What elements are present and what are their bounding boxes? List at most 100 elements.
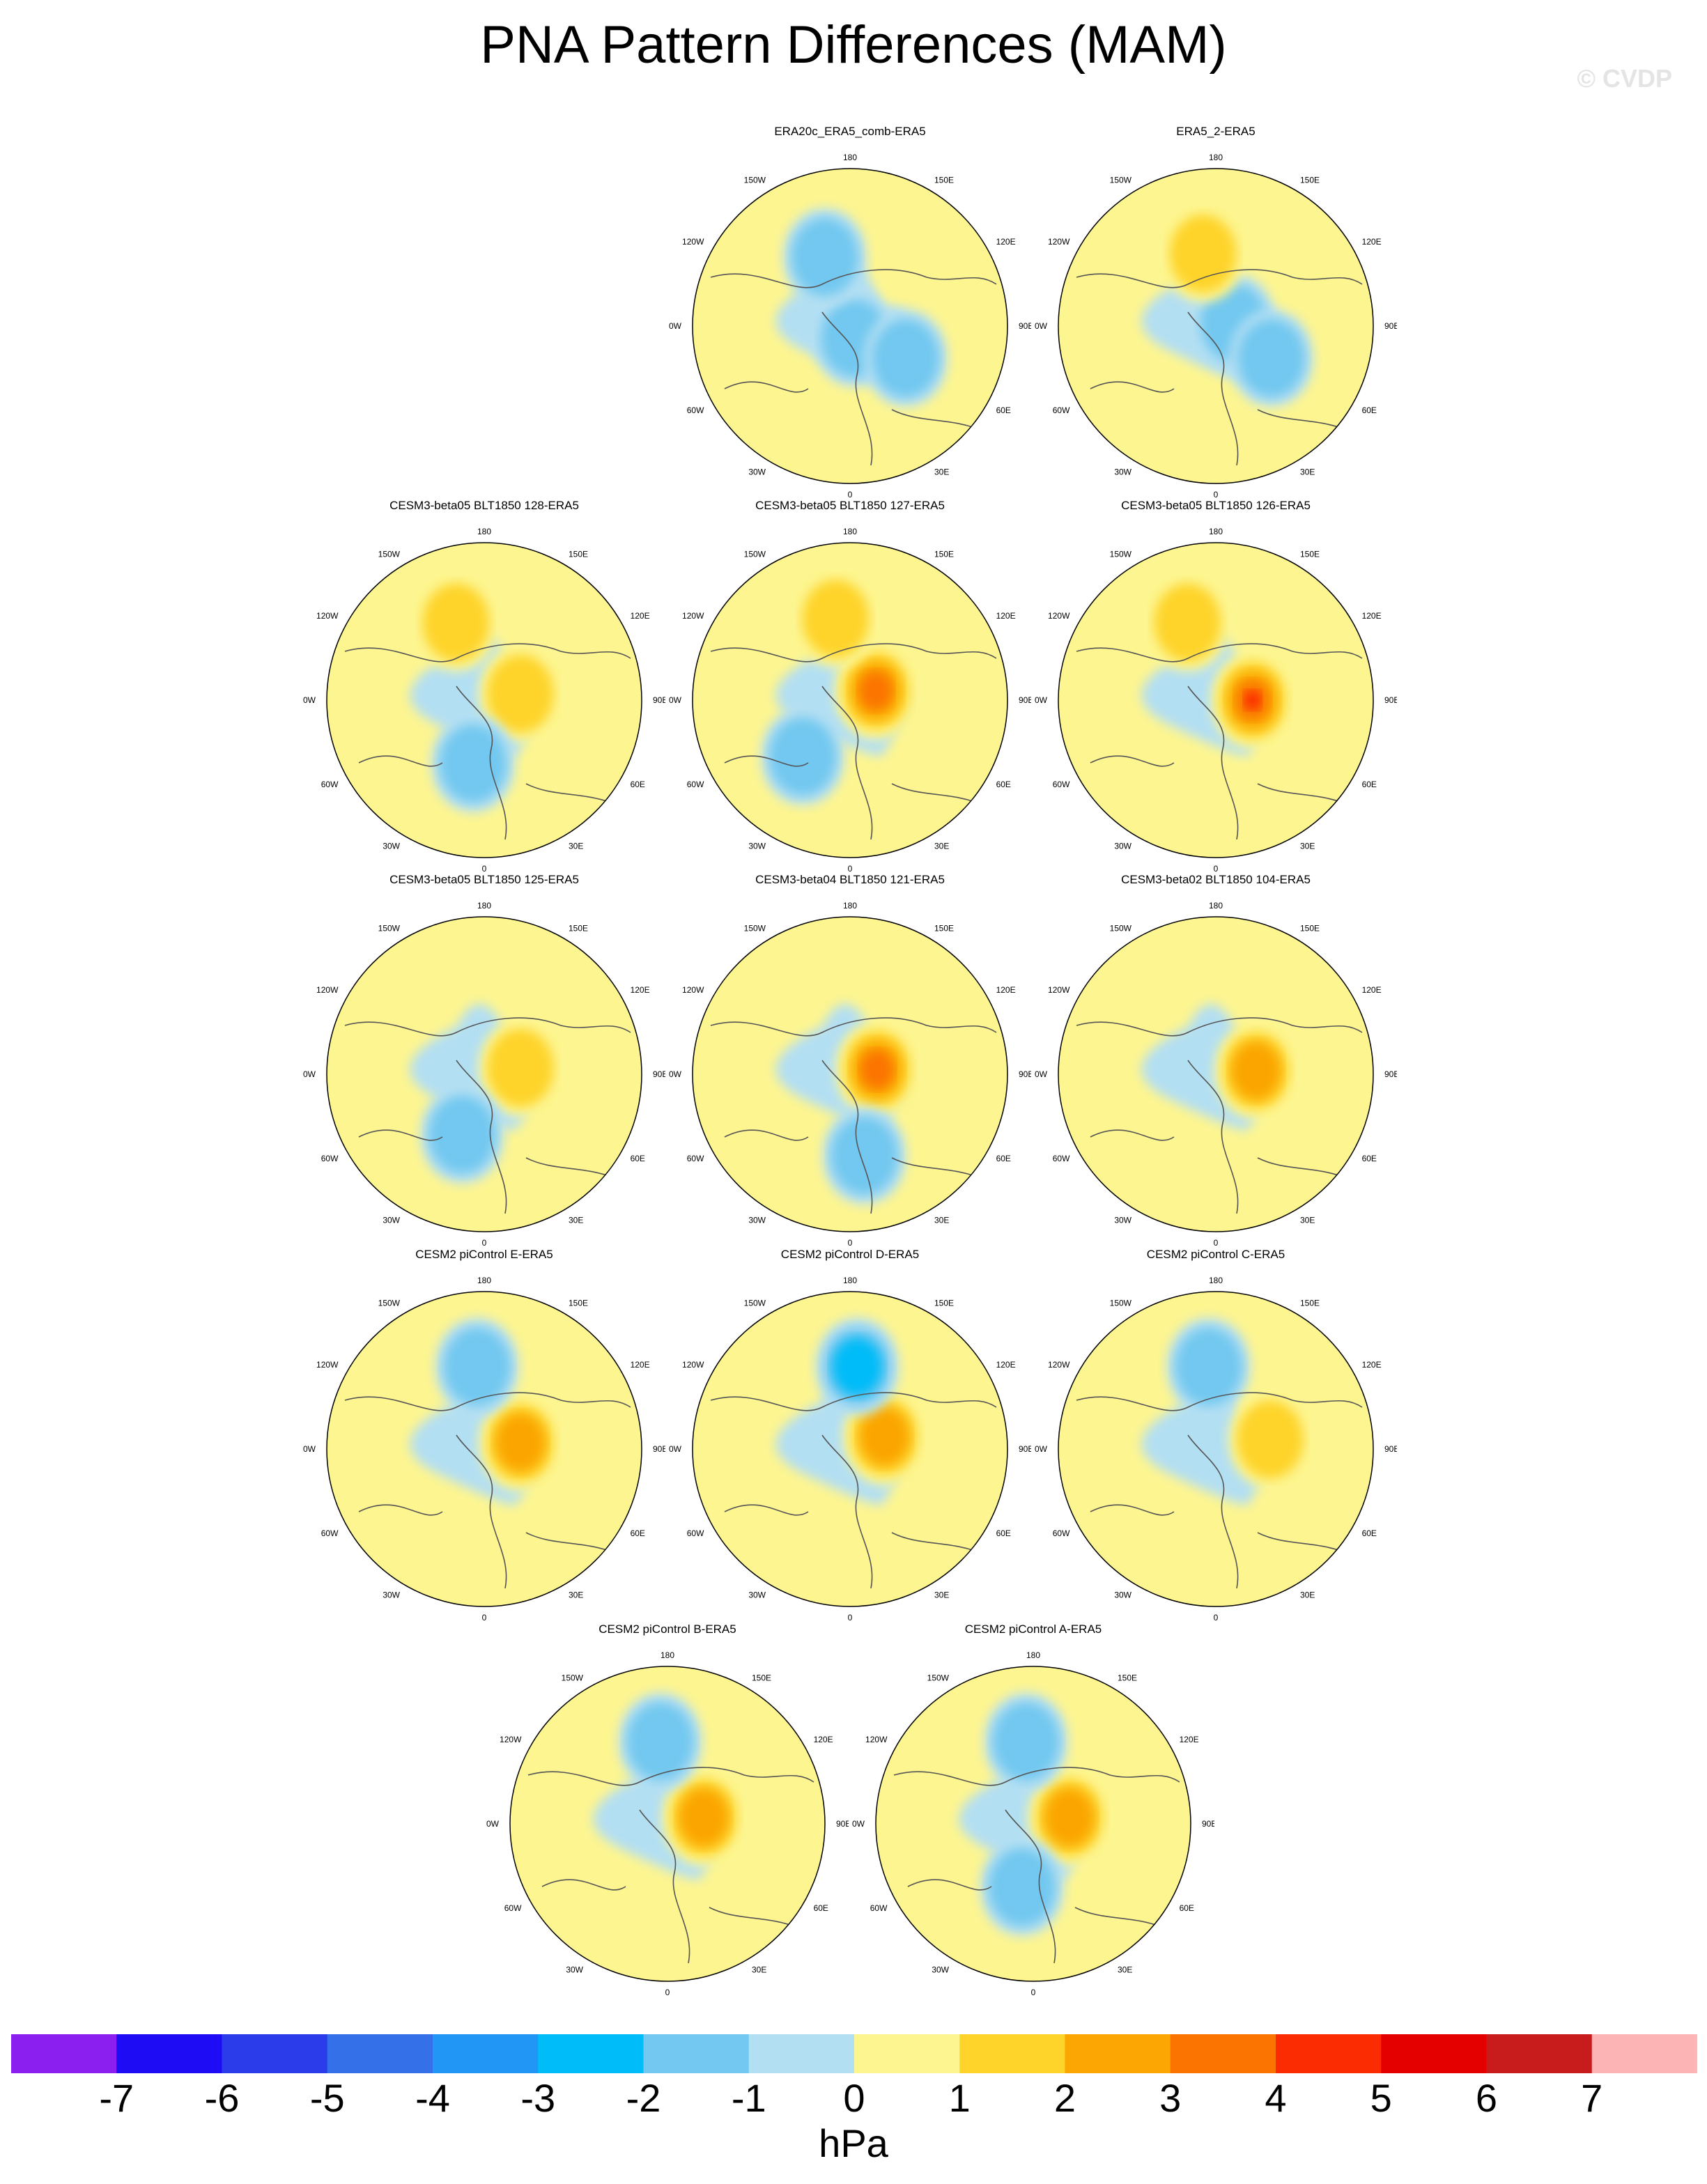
colorbar-swatch bbox=[854, 2034, 960, 2073]
longitude-label: 60W bbox=[1053, 1528, 1070, 1538]
longitude-label: 180 bbox=[477, 901, 491, 911]
coastlines bbox=[344, 643, 631, 840]
map-panel: CESM3-beta05 BLT1850 127-ERA5 180 150E 120E… bbox=[669, 498, 1031, 874]
colorbar-tick-label: -3 bbox=[520, 2076, 556, 2120]
longitude-label: 120E bbox=[631, 1360, 650, 1370]
longitude-label: 180 bbox=[843, 527, 857, 536]
longitude-label: 60W bbox=[687, 780, 704, 789]
anomaly-contour bbox=[439, 724, 507, 803]
map-border bbox=[1058, 1291, 1374, 1607]
map-border bbox=[1058, 916, 1374, 1232]
longitude-label: 150W bbox=[1110, 175, 1132, 185]
longitude-label: 90E bbox=[1384, 695, 1397, 705]
polar-map: 180 150E 120E 90E 60E 30E 0 30W 60W 90W 120W 150W bbox=[1035, 1276, 1397, 1622]
longitude-label: 30W bbox=[748, 467, 766, 477]
longitude-label: 90W bbox=[669, 1444, 682, 1454]
anomaly-contour bbox=[802, 580, 870, 658]
longitude-label: 90W bbox=[1035, 1069, 1048, 1079]
colorbar-tick-label: 7 bbox=[1581, 2076, 1603, 2120]
polar-map: 180 150E 120E 90E 60E 30E 0 30W 60W 90W 120W 150W bbox=[303, 1276, 665, 1622]
panel-title: CESM2 piControl B-ERA5 bbox=[598, 1622, 736, 1636]
longitude-label: 30E bbox=[569, 1216, 583, 1225]
longitude-label: 150E bbox=[569, 549, 588, 559]
longitude-label: 120W bbox=[316, 611, 339, 621]
longitude-label: 180 bbox=[1209, 153, 1223, 162]
longitude-label: 150W bbox=[744, 175, 766, 185]
anomaly-contour bbox=[791, 217, 858, 296]
longitude-label: 120W bbox=[1048, 611, 1070, 621]
longitude-label: 0 bbox=[1214, 1238, 1219, 1247]
longitude-label: 150E bbox=[1300, 175, 1320, 185]
colorbar-swatch bbox=[1170, 2034, 1276, 2073]
longitude-label: 120E bbox=[814, 1735, 833, 1744]
anomaly-contour bbox=[1154, 583, 1221, 662]
colorbar-tick-label: 0 bbox=[843, 2076, 865, 2120]
colorbar-swatch bbox=[959, 2034, 1065, 2073]
longitude-label: 60E bbox=[996, 1528, 1011, 1538]
longitude-label: 0 bbox=[482, 1238, 487, 1247]
longitude-label: 120W bbox=[1048, 1360, 1070, 1370]
longitude-label: 150W bbox=[1110, 1298, 1132, 1308]
map-border bbox=[326, 1291, 642, 1607]
longitude-label: 120E bbox=[1362, 237, 1382, 247]
colorbar-tick-label: 1 bbox=[948, 2076, 971, 2120]
longitude-label: 30W bbox=[748, 842, 766, 851]
longitude-label: 120W bbox=[316, 1360, 339, 1370]
longitude-label: 30E bbox=[1300, 1590, 1315, 1600]
longitude-label: 90W bbox=[669, 695, 682, 705]
longitude-label: 90W bbox=[303, 1069, 316, 1079]
anomaly-contour bbox=[443, 1327, 511, 1406]
longitude-label: 0 bbox=[848, 490, 853, 499]
anomaly-contour bbox=[992, 1702, 1060, 1781]
colorbar-tick-label: 3 bbox=[1159, 2076, 1182, 2120]
longitude-label: 30E bbox=[1118, 1965, 1132, 1975]
longitude-label: 0 bbox=[1214, 1613, 1219, 1622]
longitude-label: 120W bbox=[682, 985, 704, 995]
longitude-label: 90W bbox=[486, 1819, 500, 1829]
longitude-label: 90E bbox=[1384, 321, 1397, 331]
map-panel: CESM3-beta05 BLT1850 128-ERA5 180 150E 120E… bbox=[303, 498, 665, 874]
panel-title: CESM3-beta05 BLT1850 128-ERA5 bbox=[389, 499, 579, 512]
panel-title: CESM2 piControl C-ERA5 bbox=[1146, 1248, 1285, 1261]
longitude-label: 150W bbox=[744, 1298, 766, 1308]
longitude-label: 120W bbox=[682, 237, 704, 247]
anomaly-contour bbox=[1169, 215, 1237, 293]
polar-map: 180 150E 120E 90E 60E 30E 0 30W 60W 90W 120W 150W bbox=[303, 901, 665, 1247]
map-border bbox=[1058, 542, 1374, 858]
anomaly-contour bbox=[1236, 1400, 1304, 1479]
longitude-label: 30W bbox=[383, 1590, 400, 1600]
longitude-label: 90W bbox=[303, 695, 316, 705]
map-border bbox=[875, 1666, 1191, 1982]
colorbar-swatch bbox=[1486, 2034, 1593, 2073]
longitude-label: 120E bbox=[996, 237, 1016, 247]
coastlines bbox=[893, 1767, 1180, 1964]
coastlines bbox=[344, 1392, 631, 1589]
longitude-label: 180 bbox=[1026, 1650, 1040, 1660]
colorbar-swatch bbox=[1065, 2034, 1171, 2073]
anomaly-contour bbox=[831, 1116, 898, 1195]
map-border bbox=[509, 1666, 826, 1982]
longitude-label: 150E bbox=[1300, 1298, 1320, 1308]
longitude-label: 30W bbox=[1114, 1590, 1131, 1600]
colorbar-swatch bbox=[433, 2034, 539, 2073]
longitude-label: 60E bbox=[1362, 1154, 1377, 1163]
coastlines bbox=[710, 1392, 997, 1589]
anomaly-contour bbox=[859, 1407, 910, 1466]
longitude-label: 60E bbox=[1180, 1903, 1194, 1913]
longitude-label: 150W bbox=[1110, 549, 1132, 559]
longitude-label: 30W bbox=[1114, 467, 1131, 477]
coastlines bbox=[710, 643, 997, 840]
map-panel: CESM3-beta05 BLT1850 126-ERA5 180 150E 120E… bbox=[1035, 498, 1397, 874]
longitude-label: 60E bbox=[631, 1528, 645, 1538]
longitude-label: 60W bbox=[687, 1528, 704, 1538]
colorbar-tick-label: 2 bbox=[1053, 2076, 1076, 2120]
longitude-label: 120W bbox=[682, 611, 704, 621]
longitude-label: 60E bbox=[631, 780, 645, 789]
longitude-label: 120E bbox=[996, 985, 1016, 995]
map-border bbox=[692, 542, 1008, 858]
longitude-label: 180 bbox=[477, 1276, 491, 1285]
longitude-label: 0 bbox=[665, 1988, 670, 1997]
longitude-label: 60W bbox=[1053, 1154, 1070, 1163]
longitude-label: 60W bbox=[1053, 405, 1070, 415]
colorbar-tick-labels: -7 -6 -5 -4 -3 -2 -1 0 1 2 3 4 5 6 7 bbox=[11, 2076, 1697, 2125]
